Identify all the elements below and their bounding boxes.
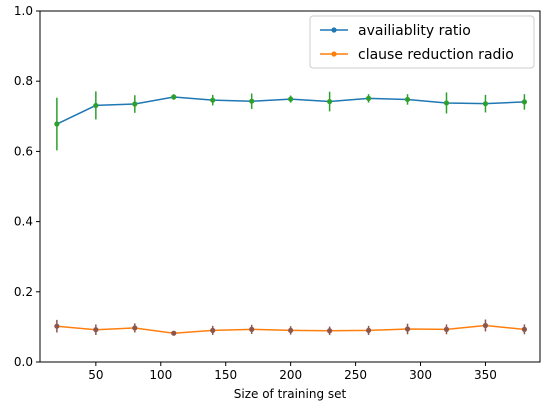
data-point bbox=[54, 121, 60, 127]
y-tick-label: 0.8 bbox=[14, 74, 33, 88]
legend-swatch-marker bbox=[331, 27, 337, 33]
data-point bbox=[327, 98, 333, 105]
x-tick-label: 300 bbox=[409, 368, 432, 382]
data-point bbox=[210, 97, 216, 103]
y-tick-label: 0.0 bbox=[14, 355, 33, 369]
x-axis-label: Size of training set bbox=[234, 387, 347, 401]
data-point bbox=[404, 326, 411, 332]
data-point bbox=[327, 328, 333, 334]
data-point bbox=[482, 101, 489, 107]
x-tick-label: 350 bbox=[474, 368, 497, 382]
data-point bbox=[132, 101, 138, 107]
series-1 bbox=[54, 91, 528, 151]
axes-frame bbox=[39, 10, 541, 363]
y-tick-label: 0.4 bbox=[14, 215, 33, 229]
data-point bbox=[171, 94, 177, 100]
data-point bbox=[132, 325, 138, 331]
y-tick-label: 0.6 bbox=[14, 144, 33, 158]
data-point bbox=[93, 102, 99, 109]
data-point bbox=[210, 327, 216, 334]
y-tick-label: 1.0 bbox=[14, 4, 33, 18]
data-point bbox=[288, 96, 294, 102]
data-point bbox=[249, 326, 255, 332]
legend-label: availiablity ratio bbox=[358, 23, 471, 39]
data-point bbox=[365, 95, 372, 101]
data-point bbox=[404, 96, 411, 103]
legend-label: clause reduction radio bbox=[358, 47, 514, 63]
legend-swatch-marker bbox=[331, 51, 337, 57]
plot-area bbox=[54, 91, 528, 336]
data-point bbox=[521, 99, 528, 105]
x-tick-label: 250 bbox=[344, 368, 367, 382]
axis-ticks: 50 100 150 200 250 300 350 0.0 0.2 0.4 0.6 0.8 1.0 bbox=[14, 4, 497, 382]
data-point bbox=[249, 98, 255, 104]
data-point bbox=[482, 322, 489, 329]
x-tick-label: 200 bbox=[279, 368, 302, 382]
data-point bbox=[54, 323, 60, 329]
data-point bbox=[171, 330, 177, 336]
series-2 bbox=[54, 319, 528, 336]
y-tick-label: 0.2 bbox=[14, 285, 33, 299]
data-point bbox=[443, 100, 450, 106]
x-tick-label: 50 bbox=[88, 368, 103, 382]
legend-box bbox=[309, 15, 535, 69]
data-point bbox=[443, 326, 450, 332]
x-tick-label: 150 bbox=[214, 368, 237, 382]
x-tick-label: 100 bbox=[149, 368, 172, 382]
data-point bbox=[521, 326, 528, 332]
legend: availiablity ratio clause reduction radio bbox=[309, 15, 535, 69]
data-point bbox=[288, 327, 294, 334]
data-point bbox=[365, 327, 372, 334]
data-point bbox=[93, 327, 99, 333]
